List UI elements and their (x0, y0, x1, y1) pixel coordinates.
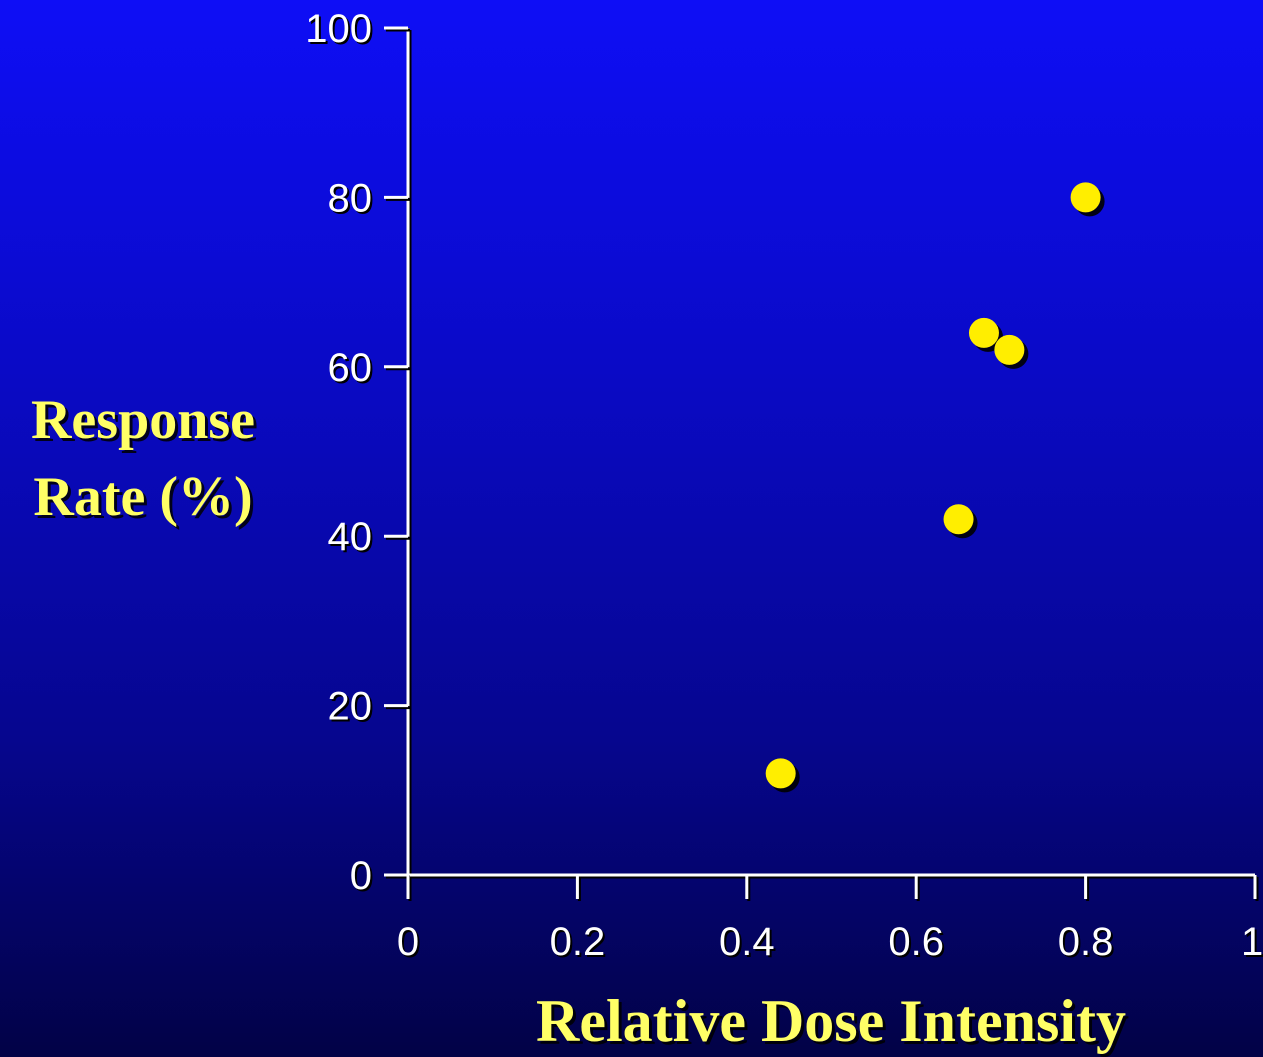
y-tick-label-shadow: 80 (330, 178, 375, 222)
y-axis-title-line-1-shadow: Response (34, 392, 258, 454)
y-tick-label: 60 (328, 346, 373, 390)
x-tick-label-shadow: 0 (399, 922, 421, 966)
x-tick-label-shadow: 0.2 (552, 922, 608, 966)
x-axis-title: Relative Dose Intensity (536, 988, 1126, 1054)
y-tick-label: 100 (305, 7, 372, 51)
x-tick-label-shadow: 0.4 (721, 922, 777, 966)
x-tick-label: 0.6 (888, 920, 944, 964)
y-tick-label-shadow: 0 (352, 856, 374, 900)
x-tick-label: 0.2 (550, 920, 606, 964)
x-tick-label: 0.4 (719, 920, 775, 964)
x-tick-label: 1 (1241, 920, 1263, 964)
axes (406, 28, 1257, 879)
y-tick-label-shadow: 100 (307, 9, 374, 53)
y-tick-label: 20 (328, 685, 373, 729)
data-points (765, 182, 1105, 793)
x-tick-label: 0 (397, 920, 419, 964)
data-point (1070, 182, 1101, 213)
data-point (968, 317, 999, 348)
y-axis-title-line-2: Rate (%) (33, 466, 252, 528)
x-axis-ticks: 00 0.20.2 0.40.4 0.60.6 0.80.8 11 (397, 875, 1263, 966)
x-axis-title: Relative Dose Intensity Relative Dose In… (536, 988, 1129, 1057)
y-axis-title-line-2-shadow: Rate (%) (36, 469, 255, 531)
x-axis-title-shadow: Relative Dose Intensity (539, 991, 1129, 1057)
x-tick-label-shadow: 1 (1243, 922, 1263, 966)
data-point (943, 504, 974, 535)
y-tick-label-shadow: 60 (330, 348, 375, 392)
x-tick-label-shadow: 0.6 (890, 922, 946, 966)
y-tick-label: 40 (328, 515, 373, 559)
data-point (994, 334, 1025, 365)
y-axis-title: Response Response Rate (%) Rate (%) (31, 389, 258, 531)
y-tick-label: 0 (350, 854, 372, 898)
data-point (765, 758, 796, 789)
y-tick-label: 80 (328, 176, 373, 220)
x-tick-label-shadow: 0.8 (1060, 922, 1116, 966)
y-tick-label-shadow: 20 (330, 687, 375, 731)
y-tick-label-shadow: 40 (330, 517, 375, 561)
x-tick-label: 0.8 (1058, 920, 1114, 964)
y-axis-title-line-1: Response (31, 389, 255, 451)
